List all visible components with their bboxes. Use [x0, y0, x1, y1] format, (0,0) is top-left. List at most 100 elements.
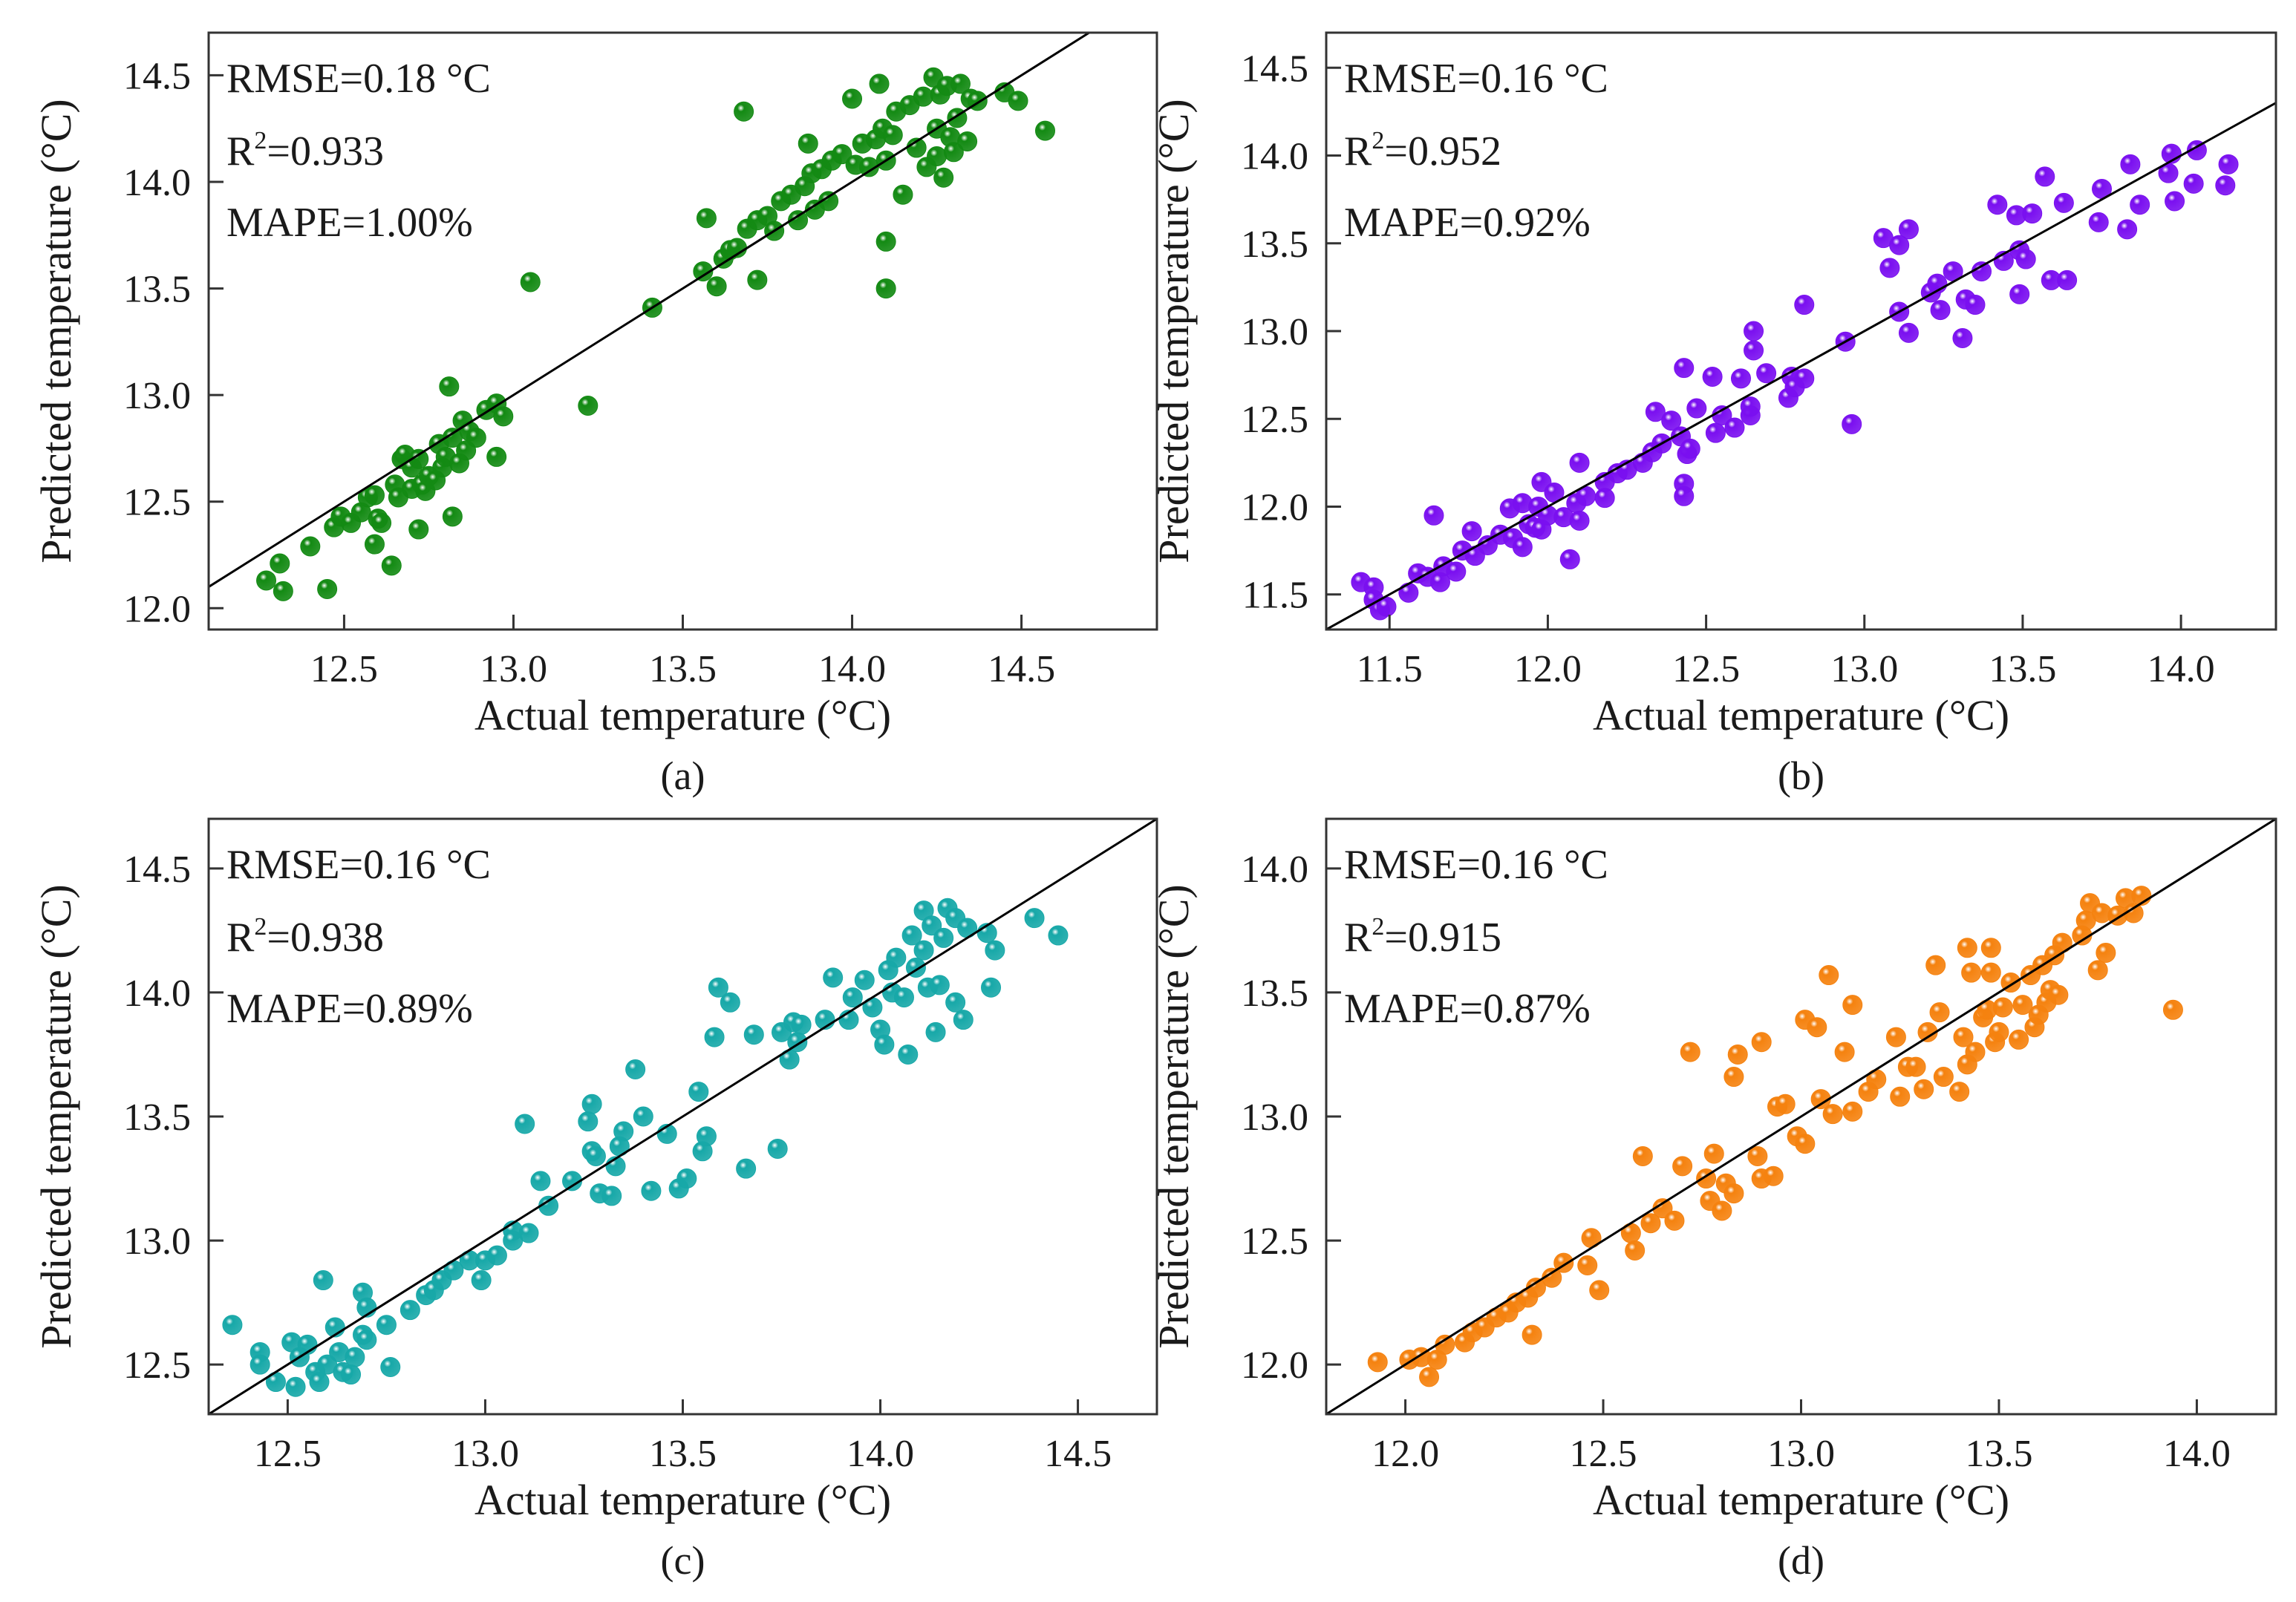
- data-point: [466, 428, 486, 448]
- data-point: [1724, 417, 1745, 438]
- data-point: [300, 536, 321, 557]
- x-tick-label: 14.0: [2147, 648, 2215, 690]
- data-point: [520, 272, 541, 292]
- data-point: [256, 570, 277, 591]
- rmse-annotation: RMSE=0.16 °C: [1344, 56, 1608, 102]
- data-point: [633, 1106, 653, 1127]
- x-tick-label: 14.0: [847, 1433, 914, 1475]
- data-point: [1747, 1145, 1768, 1166]
- data-point: [1987, 194, 2008, 215]
- scatter-panel-b: 11.5 12.0 12.5 13.0 13.5 14.0 11.5 12.0 12.5 13.0…: [1149, 31, 2277, 798]
- data-point: [1989, 1021, 2009, 1042]
- data-point: [832, 144, 852, 165]
- r2-value: =0.952: [1384, 128, 1501, 174]
- data-point: [922, 915, 942, 936]
- scatter-panel-a: 12.5 13.0 13.5 14.0 14.5 12.0 12.5 13.0 13.5 14.0…: [32, 31, 1158, 798]
- data-point: [376, 1315, 397, 1335]
- data-point: [943, 142, 964, 163]
- data-point: [1723, 1067, 1744, 1088]
- mape-annotation: MAPE=0.87%: [1344, 986, 1591, 1032]
- data-point: [1763, 1165, 1784, 1186]
- data-point: [1559, 549, 1580, 569]
- data-point: [222, 1315, 243, 1335]
- data-point: [2183, 173, 2204, 194]
- data-point: [1992, 997, 2013, 1018]
- data-point: [696, 1126, 717, 1147]
- data-point: [1890, 1086, 1911, 1107]
- data-point: [2009, 1029, 2029, 1050]
- data-point: [2057, 269, 2078, 290]
- data-point: [1961, 962, 1982, 983]
- data-point: [1842, 995, 1863, 1016]
- data-point: [708, 977, 728, 998]
- data-point: [1423, 505, 1444, 526]
- data-point: [1965, 1042, 1986, 1062]
- y-tick-label: 13.0: [123, 1220, 191, 1263]
- y-axis-title: Predicted temperature (°C): [1149, 884, 1198, 1348]
- data-point: [1569, 510, 1590, 531]
- data-point: [1569, 452, 1590, 473]
- data-point: [1024, 908, 1045, 929]
- data-point: [442, 506, 463, 527]
- data-point: [893, 987, 914, 1008]
- y-tick-label: 13.5: [123, 1096, 191, 1139]
- data-point: [1640, 1213, 1661, 1234]
- data-point: [317, 578, 338, 599]
- x-tick-label: 12.5: [254, 1433, 322, 1475]
- data-point: [875, 231, 896, 252]
- data-point: [341, 1364, 362, 1385]
- data-point: [933, 927, 954, 948]
- data-point: [985, 940, 1005, 961]
- data-point: [1957, 938, 1977, 958]
- y-tick-label: 13.0: [1241, 1096, 1308, 1139]
- r2-value: =0.915: [1384, 915, 1501, 961]
- data-point: [1367, 1352, 1388, 1373]
- panel-label: (a): [661, 753, 705, 798]
- data-point: [2117, 219, 2138, 240]
- panel-label: (c): [661, 1538, 705, 1583]
- data-point: [1661, 411, 1682, 431]
- data-point: [2218, 154, 2239, 174]
- data-point: [399, 1300, 420, 1321]
- r2-annotation: R2=0.915: [1344, 913, 1501, 961]
- data-point: [625, 1059, 646, 1080]
- data-point: [788, 210, 809, 231]
- rmse-annotation: RMSE=0.16 °C: [1344, 842, 1608, 888]
- x-axis-title: Actual temperature (°C): [1593, 691, 2009, 739]
- r2-annotation: R2=0.933: [226, 127, 384, 174]
- data-point: [1034, 120, 1055, 141]
- data-point: [1980, 962, 2001, 983]
- y-axis-title: Predicted temperature (°C): [32, 884, 80, 1348]
- data-point: [1795, 1134, 1816, 1154]
- data-point: [929, 975, 950, 995]
- data-point: [1727, 1044, 1748, 1065]
- data-point: [913, 940, 934, 961]
- data-point: [1446, 561, 1467, 582]
- y-tick-label: 12.5: [1241, 1220, 1308, 1263]
- x-axis-title: Actual temperature (°C): [1593, 1476, 2009, 1524]
- data-point: [1794, 295, 1815, 316]
- data-points: [222, 898, 1069, 1397]
- data-point: [1930, 300, 1951, 321]
- data-point: [898, 1044, 919, 1065]
- data-point: [1744, 321, 1764, 341]
- y-tick-label: 12.0: [123, 588, 191, 630]
- data-point: [1952, 327, 1973, 348]
- data-point: [381, 555, 402, 576]
- data-point: [818, 191, 839, 212]
- data-point: [842, 987, 863, 1008]
- y-tick-label: 13.5: [1241, 972, 1308, 1015]
- scatter-panel-d: 12.0 12.5 13.0 13.5 14.0 12.0 12.5 13.0 13.5 14.0…: [1149, 817, 2277, 1583]
- data-point: [1953, 1027, 1974, 1047]
- data-point: [313, 1270, 333, 1291]
- rmse-annotation: RMSE=0.16 °C: [226, 842, 491, 888]
- data-point: [1914, 1079, 1934, 1099]
- data-point: [439, 376, 460, 397]
- data-point: [1632, 1145, 1653, 1166]
- mape-annotation: MAPE=0.89%: [226, 986, 473, 1032]
- data-point: [1965, 295, 1986, 316]
- data-point: [493, 406, 514, 427]
- data-point: [736, 1158, 757, 1179]
- r2-base: R: [1344, 128, 1372, 174]
- data-point: [380, 1357, 401, 1378]
